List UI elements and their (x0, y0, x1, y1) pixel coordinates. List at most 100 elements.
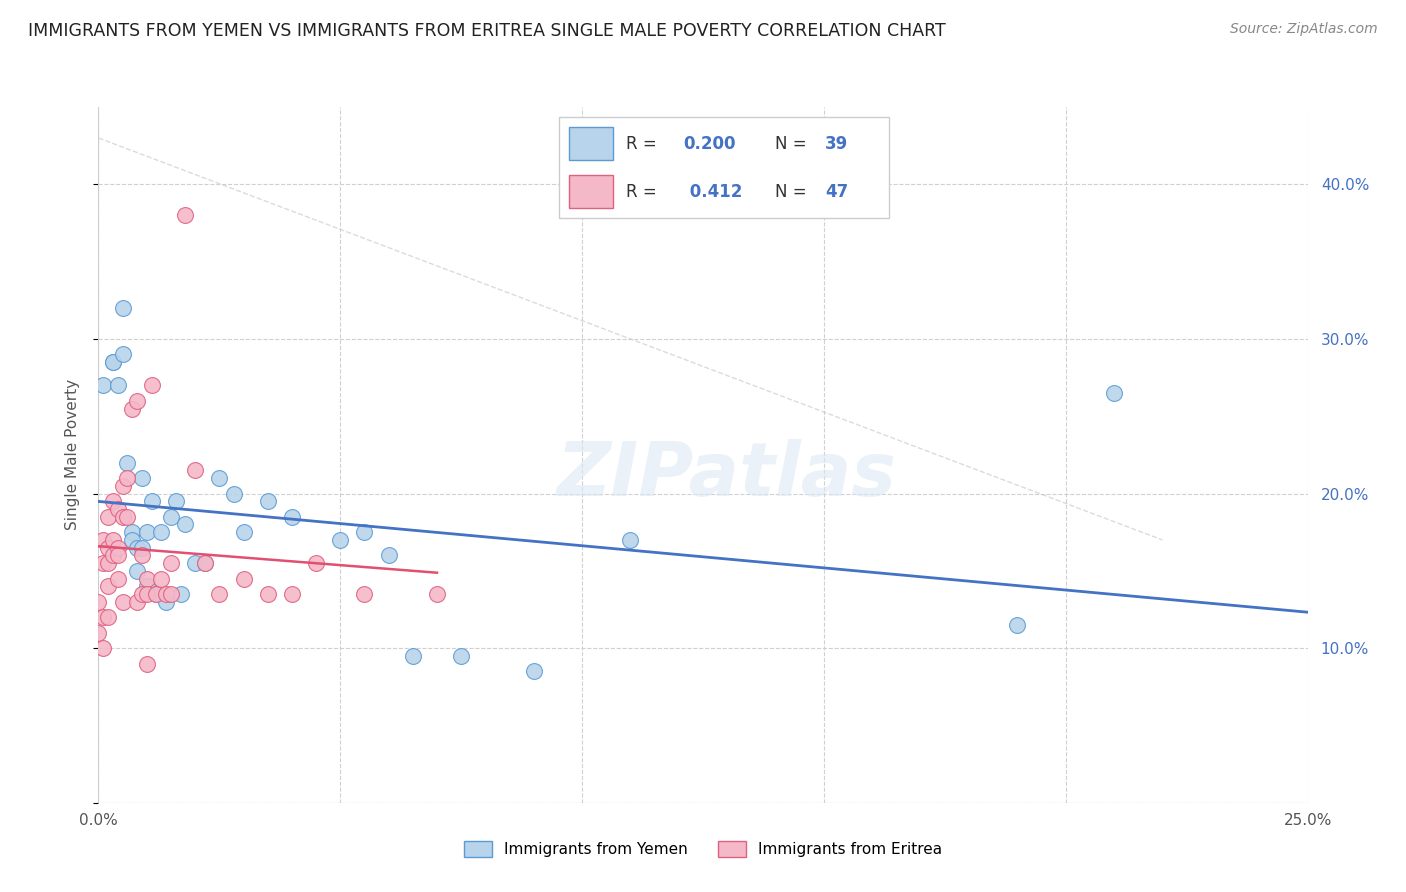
Point (127, 564, 149, 578)
Point (101, 355, 124, 369)
Point (97, 556, 120, 570)
Point (107, 572, 129, 586)
Point (256, 587, 278, 601)
Point (1007, 618, 1029, 632)
Text: N =: N = (775, 183, 811, 201)
Point (111, 509, 134, 524)
Point (111, 301, 134, 315)
Point (232, 572, 254, 586)
Point (107, 502, 129, 516)
Point (135, 579, 157, 593)
Point (222, 486, 245, 500)
Point (91, 533, 114, 547)
Text: N =: N = (775, 135, 811, 153)
Point (117, 509, 139, 524)
Point (305, 556, 328, 570)
Point (131, 541, 153, 555)
Point (353, 587, 375, 601)
Text: 0.412: 0.412 (683, 183, 742, 201)
Text: R =: R = (626, 135, 662, 153)
Point (101, 494, 124, 508)
Point (131, 587, 153, 601)
Point (131, 549, 153, 563)
Point (155, 595, 177, 609)
Y-axis label: Single Male Poverty: Single Male Poverty (65, 379, 80, 531)
Point (141, 378, 163, 392)
Point (127, 393, 149, 408)
Point (165, 494, 187, 508)
Point (174, 208, 197, 222)
Point (281, 509, 304, 524)
Text: R =: R = (626, 183, 662, 201)
Point (160, 587, 183, 601)
Point (101, 549, 124, 563)
Point (87, 625, 110, 640)
Point (127, 541, 149, 555)
Point (208, 471, 231, 485)
Point (232, 525, 254, 540)
Point (141, 494, 163, 508)
Point (194, 556, 217, 570)
FancyBboxPatch shape (558, 117, 890, 218)
Point (135, 587, 157, 601)
Point (150, 572, 173, 586)
Text: 0.200: 0.200 (683, 135, 737, 153)
Point (450, 648, 472, 663)
Point (208, 587, 231, 601)
Legend: Immigrants from Yemen, Immigrants from Eritrea: Immigrants from Yemen, Immigrants from E… (457, 833, 949, 864)
Point (111, 479, 134, 493)
Text: 39: 39 (825, 135, 849, 153)
Point (117, 471, 139, 485)
Point (107, 549, 129, 563)
Point (155, 587, 177, 601)
Text: IMMIGRANTS FROM YEMEN VS IMMIGRANTS FROM ERITREA SINGLE MALE POVERTY CORRELATION: IMMIGRANTS FROM YEMEN VS IMMIGRANTS FROM… (28, 22, 946, 40)
Point (111, 347, 134, 361)
Point (91, 556, 114, 570)
Text: ZIPatlas: ZIPatlas (557, 439, 897, 512)
Point (117, 456, 139, 470)
Point (131, 471, 153, 485)
Point (426, 587, 449, 601)
Point (135, 657, 157, 671)
Point (97, 579, 120, 593)
Point (91, 641, 114, 656)
Point (160, 556, 183, 570)
Point (107, 378, 129, 392)
Point (169, 587, 191, 601)
Point (107, 541, 129, 555)
Point (121, 525, 143, 540)
Point (135, 525, 157, 540)
Point (97, 610, 120, 624)
Point (1102, 386, 1125, 401)
Point (91, 610, 114, 624)
Point (523, 665, 546, 679)
Point (97, 541, 120, 555)
Point (353, 525, 375, 540)
Point (256, 494, 278, 508)
FancyBboxPatch shape (569, 176, 613, 208)
Text: 47: 47 (825, 183, 849, 201)
Point (145, 587, 167, 601)
Point (150, 525, 173, 540)
Point (619, 533, 641, 547)
Point (111, 595, 134, 609)
Point (194, 556, 217, 570)
Point (87, 595, 110, 609)
Point (101, 533, 124, 547)
Text: Source: ZipAtlas.com: Source: ZipAtlas.com (1230, 22, 1378, 37)
Point (145, 587, 167, 601)
Point (97, 509, 120, 524)
Point (184, 463, 207, 477)
Point (377, 549, 399, 563)
Point (184, 556, 207, 570)
Point (121, 401, 143, 416)
Point (174, 517, 197, 532)
Point (127, 595, 149, 609)
Point (329, 533, 352, 547)
Point (135, 572, 157, 586)
Point (281, 587, 304, 601)
Point (160, 509, 183, 524)
Point (91, 378, 114, 392)
Point (121, 533, 143, 547)
Point (402, 648, 425, 663)
